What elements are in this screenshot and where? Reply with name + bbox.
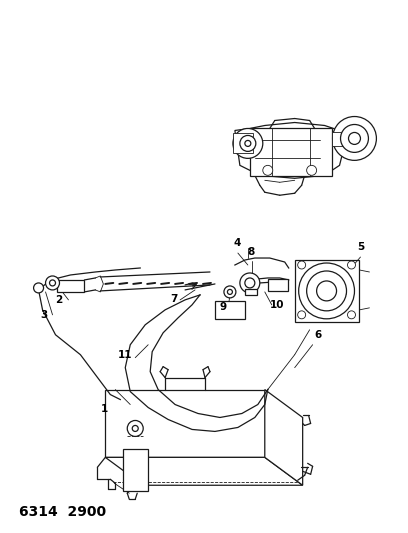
Text: 11: 11 (118, 350, 133, 360)
Text: 1: 1 (100, 405, 108, 415)
Circle shape (127, 421, 143, 437)
Text: 5: 5 (357, 242, 365, 252)
Text: 10: 10 (270, 300, 284, 310)
Circle shape (240, 135, 256, 151)
Circle shape (263, 165, 273, 175)
Circle shape (33, 283, 44, 293)
Bar (295, 260, 359, 322)
Circle shape (348, 261, 355, 269)
Text: 8: 8 (248, 247, 255, 257)
Text: 2: 2 (55, 295, 63, 305)
Circle shape (299, 263, 355, 319)
Text: 6314  2900: 6314 2900 (19, 505, 106, 519)
Circle shape (341, 125, 368, 152)
Circle shape (227, 289, 233, 294)
Text: 8: 8 (339, 288, 347, 298)
Text: 6: 6 (315, 330, 322, 340)
Circle shape (298, 261, 306, 269)
Circle shape (224, 286, 236, 298)
Bar (56, 280, 84, 292)
Bar (215, 301, 245, 319)
Circle shape (298, 311, 306, 319)
Circle shape (132, 425, 138, 431)
Circle shape (307, 271, 346, 311)
Text: 9: 9 (220, 302, 227, 312)
Polygon shape (105, 390, 265, 457)
Circle shape (245, 140, 251, 147)
Circle shape (46, 276, 60, 290)
Circle shape (348, 133, 360, 144)
Text: 3: 3 (40, 310, 48, 320)
Text: 4: 4 (234, 238, 241, 248)
Bar (250, 128, 332, 176)
Circle shape (348, 311, 355, 319)
Circle shape (317, 281, 337, 301)
Circle shape (240, 273, 260, 293)
Circle shape (307, 165, 317, 175)
Bar (268, 279, 288, 291)
Polygon shape (235, 123, 344, 179)
Circle shape (245, 278, 255, 288)
Circle shape (233, 128, 263, 158)
Circle shape (333, 117, 377, 160)
Polygon shape (265, 390, 303, 485)
Text: 7: 7 (170, 294, 177, 304)
Bar (332, 133, 357, 147)
Circle shape (49, 280, 55, 286)
Bar (123, 449, 148, 491)
Polygon shape (105, 457, 303, 485)
Bar (233, 133, 253, 154)
Bar (245, 289, 257, 295)
